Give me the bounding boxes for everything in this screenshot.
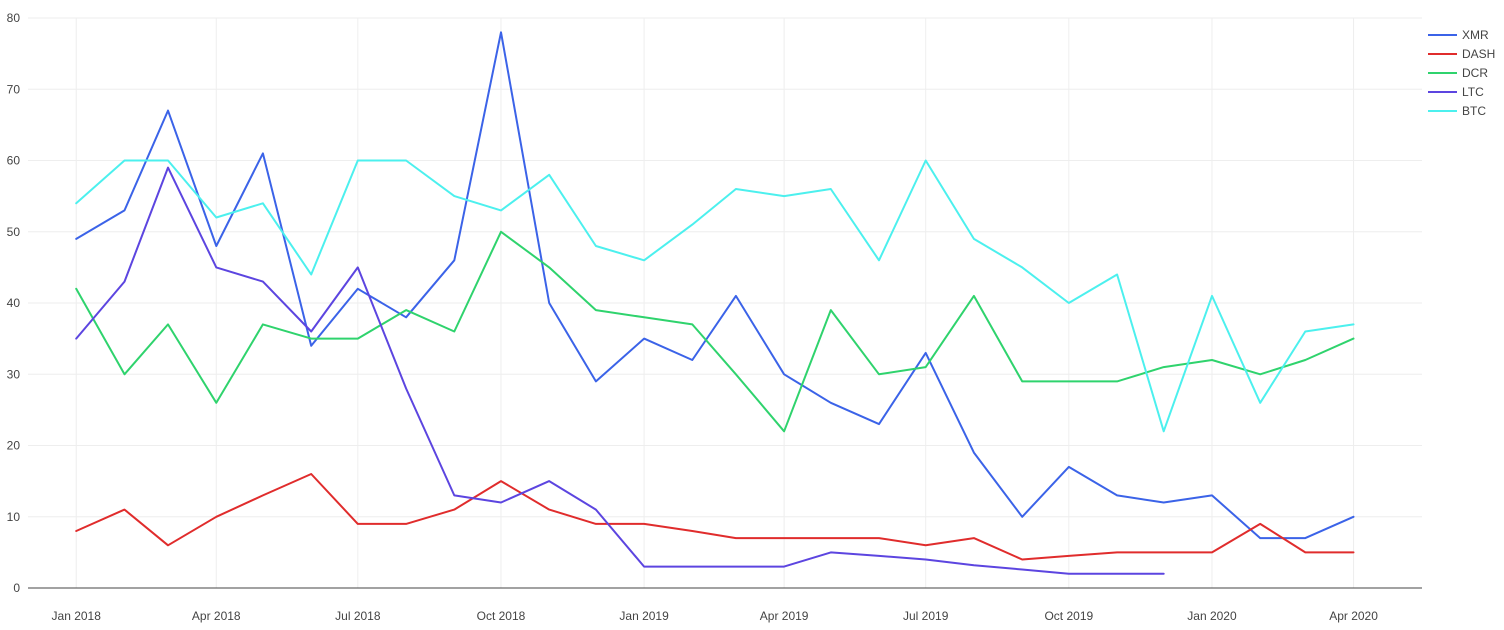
x-tick-label: Apr 2019 xyxy=(760,609,809,623)
legend-item-dcr[interactable]: DCR xyxy=(1428,66,1488,80)
axes: Jan 2018 Apr 2018 Jul 2018 Oct 2018 Jan 2019… xyxy=(7,11,1422,623)
x-tick-label: Oct 2019 xyxy=(1044,609,1093,623)
legend[interactable]: XMR DASH DCR LTC BTC xyxy=(1428,28,1495,118)
series-line-btc[interactable] xyxy=(75,159,1355,433)
x-tick-label: Jan 2020 xyxy=(1187,609,1237,623)
x-tick-label: Oct 2018 xyxy=(477,609,526,623)
legend-item-xmr[interactable]: XMR xyxy=(1428,28,1489,42)
legend-label: BTC xyxy=(1462,104,1486,118)
y-tick-label: 0 xyxy=(13,581,20,595)
legend-item-dash[interactable]: DASH xyxy=(1428,47,1495,61)
gridlines xyxy=(28,17,1422,588)
series-line-dcr[interactable] xyxy=(75,230,1355,433)
x-tick-label: Jul 2018 xyxy=(335,609,381,623)
series-line-dash[interactable] xyxy=(75,473,1355,561)
legend-label: XMR xyxy=(1462,28,1489,42)
y-tick-label: 20 xyxy=(7,439,21,453)
legend-label: LTC xyxy=(1462,85,1484,99)
y-tick-label: 70 xyxy=(7,82,21,96)
legend-item-btc[interactable]: BTC xyxy=(1428,104,1486,118)
x-tick-label: Jul 2019 xyxy=(903,609,949,623)
legend-item-ltc[interactable]: LTC xyxy=(1428,85,1484,99)
y-tick-label: 60 xyxy=(7,154,21,168)
y-tick-label: 40 xyxy=(7,296,21,310)
y-tick-label: 10 xyxy=(7,510,21,524)
x-tick-label: Jan 2019 xyxy=(619,609,669,623)
series-lines xyxy=(75,31,1355,575)
x-tick-label: Apr 2018 xyxy=(192,609,241,623)
x-tick-label: Apr 2020 xyxy=(1329,609,1378,623)
legend-label: DCR xyxy=(1462,66,1488,80)
series-line-ltc[interactable] xyxy=(75,166,1165,575)
series-line-xmr[interactable] xyxy=(75,31,1355,540)
legend-label: DASH xyxy=(1462,47,1495,61)
y-tick-label: 50 xyxy=(7,225,21,239)
y-tick-label: 30 xyxy=(7,367,21,381)
y-tick-label: 80 xyxy=(7,11,21,25)
x-tick-label: Jan 2018 xyxy=(52,609,102,623)
